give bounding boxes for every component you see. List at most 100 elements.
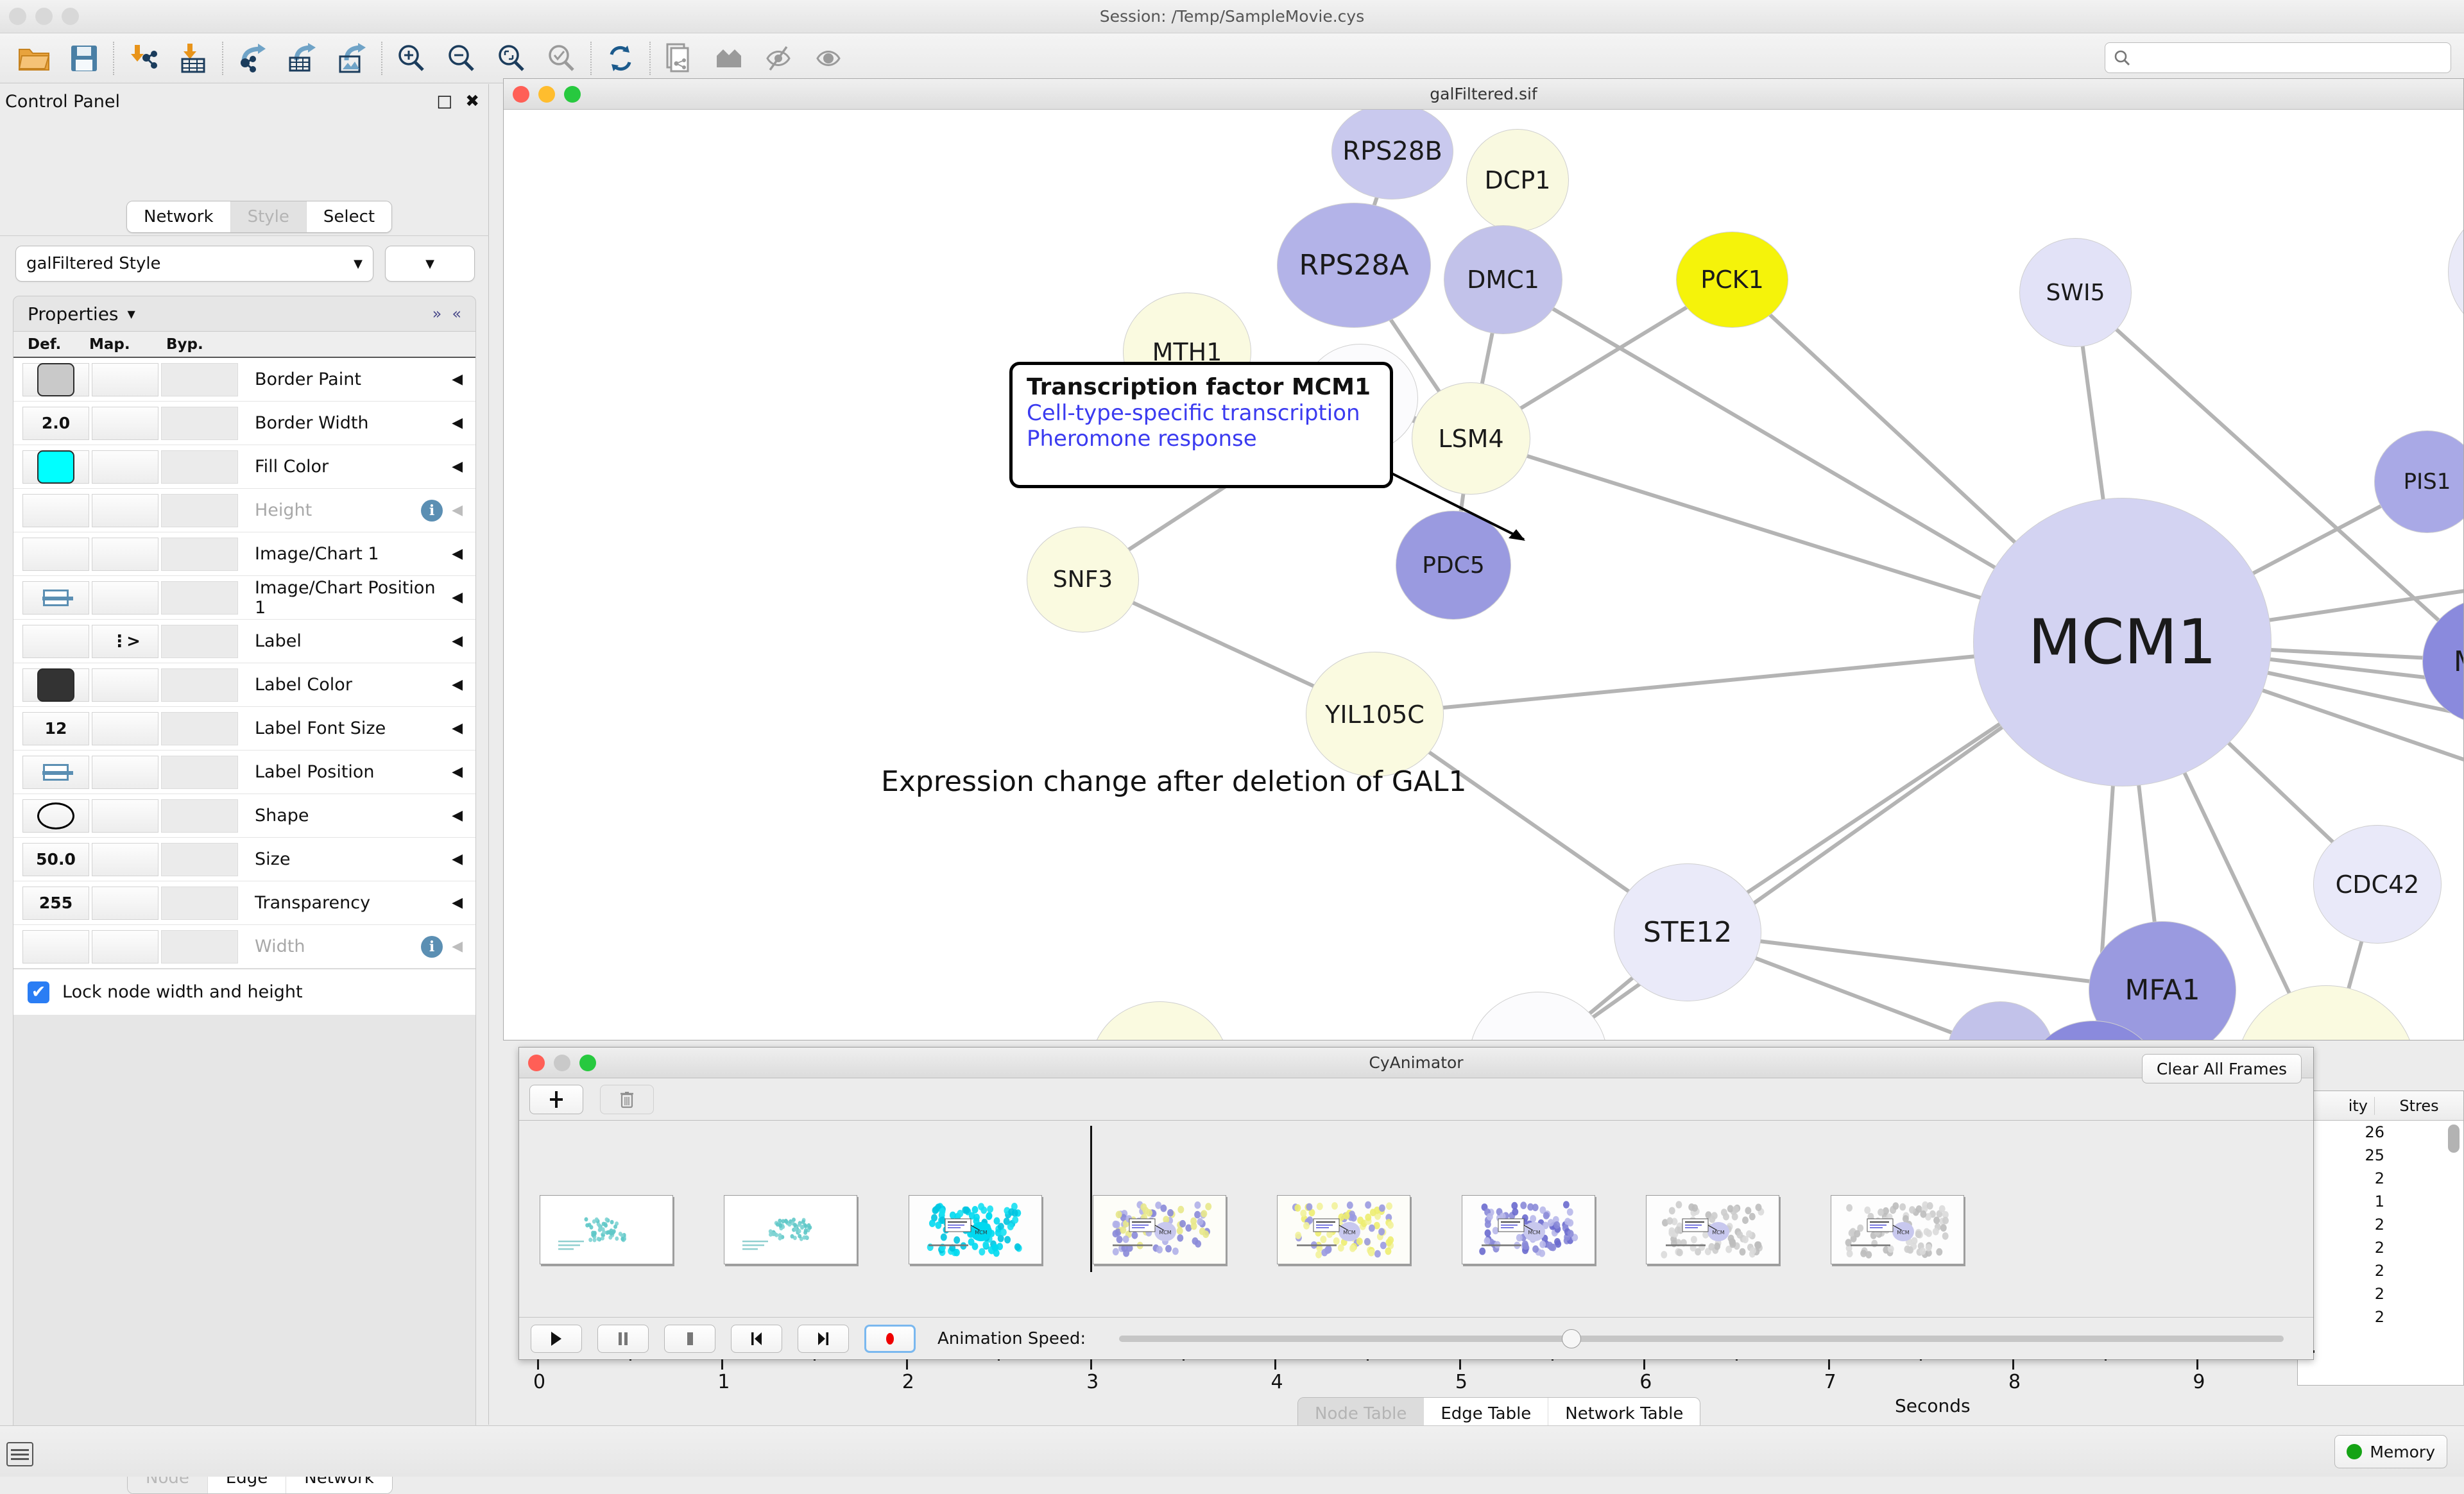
network-node[interactable]: DCP1 [1466,129,1569,232]
style-options-menu-button[interactable]: ▼ [385,246,475,282]
play-button[interactable] [531,1324,582,1353]
property-row[interactable]: Label Position ◀ [13,751,475,794]
expand-arrow-icon[interactable]: ◀ [452,633,463,649]
property-bypass-cell[interactable] [161,930,238,963]
search-input[interactable] [2131,49,2443,66]
timeline-frame[interactable]: MCM [1093,1195,1227,1264]
network-node[interactable]: ALPHA2 [2236,985,2416,1040]
column-header-stress[interactable]: Stres [2399,1096,2439,1115]
tab-network-table[interactable]: Network Table [1548,1398,1700,1430]
network-node[interactable]: SNF3 [1027,527,1139,632]
table-scrollbar-thumb[interactable] [2448,1125,2460,1153]
table-row[interactable]: 2 [2298,1167,2463,1190]
property-mapping-cell[interactable]: ⋮> [92,624,158,658]
color-swatch[interactable] [37,362,74,396]
zoom-fit-network-icon[interactable] [486,33,536,83]
property-row[interactable]: Fill Color ◀ [13,445,475,489]
property-mapping-cell[interactable] [92,581,158,615]
memory-status-widget[interactable]: Memory [2334,1435,2447,1468]
property-row[interactable]: ⋮> Label ◀ [13,620,475,663]
property-mapping-cell[interactable] [92,406,158,440]
timeline-frame[interactable]: MCM [908,1195,1042,1264]
network-node[interactable]: RPS28A [1277,203,1431,328]
property-row[interactable]: 50.0 Size ◀ [13,838,475,881]
property-default-cell[interactable] [22,799,89,833]
expand-arrow-icon[interactable]: ◀ [452,415,463,431]
property-mapping-cell[interactable] [92,537,158,571]
maximize-window-dot[interactable] [62,8,79,25]
property-default-cell[interactable]: 2.0 [22,406,89,440]
network-node[interactable]: SWI5 [2019,238,2132,347]
column-header-betweenness[interactable]: ity [2298,1096,2375,1115]
expand-arrow-icon[interactable]: ◀ [452,851,463,867]
merge-networks-icon[interactable] [705,33,755,83]
save-icon[interactable] [59,33,109,83]
property-row[interactable]: 2.0 Border Width ◀ [13,402,475,445]
network-node[interactable]: CDC42 [2313,825,2442,944]
network-node[interactable]: CDC28 [1469,992,1607,1040]
zoom-fit-selected-icon[interactable] [536,33,586,83]
property-bypass-cell[interactable] [161,581,238,615]
table-row[interactable]: 2 [2298,1236,2463,1259]
property-mapping-cell[interactable] [92,755,158,789]
network-node[interactable]: GAL80 [2448,203,2463,341]
property-bypass-cell[interactable] [161,799,238,833]
delete-frame-button[interactable] [600,1084,654,1114]
add-frame-button[interactable] [529,1084,583,1114]
cyanimator-timeline[interactable]: MCM MCM MCM MCM MCM MCM 0 1 2 3 4 5 6 7 8 9 Seconds [528,1126,2314,1416]
property-row[interactable]: Image/Chart Position 1 ◀ [13,576,475,620]
minimize-cyanimator-dot[interactable] [554,1055,570,1071]
property-mapping-cell[interactable] [92,886,158,920]
minimize-window-dot[interactable] [35,8,53,25]
property-default-cell[interactable] [22,493,89,527]
import-table-icon[interactable] [168,33,218,83]
property-bypass-cell[interactable] [161,406,238,440]
expand-arrow-icon[interactable]: ◀ [452,720,463,736]
property-row[interactable]: Height i ◀ [13,489,475,532]
zoom-in-icon[interactable] [386,33,436,83]
network-canvas[interactable]: RPS28BDCP1RPS28ADMC1PCK1SWI5GAL80GAL11ST… [504,110,2463,1040]
lock-node-width-height-row[interactable]: ✔ Lock node width and height [13,969,475,1015]
property-default-cell[interactable] [22,581,89,615]
timeline-frame[interactable]: MCM [1461,1195,1595,1264]
minimize-network-dot[interactable] [538,86,555,103]
property-row[interactable]: Image/Chart 1 ◀ [13,532,475,576]
property-row[interactable]: Border Paint ◀ [13,358,475,402]
property-default-cell[interactable] [22,537,89,571]
maximize-cyanimator-dot[interactable] [579,1055,596,1071]
network-node[interactable]: MCM1 [1973,498,2272,786]
table-row[interactable]: 26 [2298,1121,2463,1144]
close-cyanimator-dot[interactable] [528,1055,545,1071]
table-row[interactable]: 2 [2298,1305,2463,1328]
network-window-traffic-lights[interactable] [513,86,581,103]
property-bypass-cell[interactable] [161,886,238,920]
color-swatch[interactable] [37,668,74,702]
property-bypass-cell[interactable] [161,493,238,527]
expand-arrow-icon[interactable]: ◀ [452,808,463,824]
property-row[interactable]: 255 Transparency ◀ [13,881,475,925]
expand-arrow-icon[interactable]: ◀ [452,502,463,518]
property-default-cell[interactable]: 255 [22,886,89,920]
network-node[interactable]: PIS1 [2374,430,2463,533]
chevron-down-icon[interactable]: ▼ [127,307,135,320]
pause-button[interactable] [597,1324,649,1353]
collapse-all-icon[interactable]: « [452,305,461,323]
table-row[interactable]: 2 [2298,1259,2463,1282]
record-button[interactable] [864,1324,916,1353]
network-node[interactable]: YNL047C [1091,1001,1229,1040]
network-node[interactable]: MFA2 [2422,597,2463,726]
maximize-network-dot[interactable] [564,86,581,103]
property-default-cell[interactable] [22,755,89,789]
property-bypass-cell[interactable] [161,755,238,789]
expand-all-icon[interactable]: » [432,305,442,323]
style-select[interactable]: galFiltered Style ▼ [15,246,373,282]
table-row[interactable]: 25 [2298,1144,2463,1167]
property-default-cell[interactable] [22,668,89,702]
property-mapping-cell[interactable] [92,362,158,396]
close-window-dot[interactable] [9,8,26,25]
property-mapping-cell[interactable] [92,493,158,527]
table-row[interactable]: 1 [2298,1190,2463,1213]
new-network-from-selection-icon[interactable] [654,33,705,83]
network-node[interactable]: DMC1 [1444,225,1562,334]
expand-arrow-icon[interactable]: ◀ [452,895,463,911]
